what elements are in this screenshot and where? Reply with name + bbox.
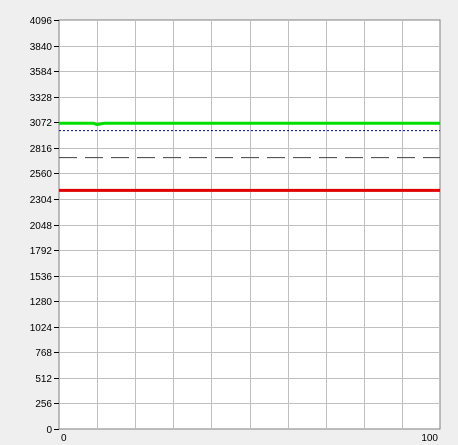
y-tick-label: 1280 (30, 297, 53, 308)
x-tick-label: 0 (61, 433, 67, 444)
tick-labels: 0 256 512 768 1024 1280 1536 1792 2048 2304 2560 28… (30, 16, 439, 444)
y-tick-label: 3840 (30, 42, 53, 53)
y-tick-label: 768 (35, 348, 52, 359)
x-tick-label: 100 (421, 433, 438, 444)
y-tick-label: 4096 (30, 16, 53, 27)
y-tick-label: 3072 (30, 118, 53, 129)
data-series (59, 121, 440, 192)
y-tick-label: 1536 (30, 272, 53, 283)
y-tick-label: 256 (35, 399, 52, 410)
y-tick-label: 0 (46, 425, 52, 436)
y-tick-label: 2304 (30, 195, 53, 206)
plot-area (58, 19, 441, 430)
series-line-1-solid (59, 121, 440, 127)
y-tick-label: 2816 (30, 144, 53, 155)
y-tick-label: 3584 (30, 67, 53, 78)
y-tick-label: 1792 (30, 246, 53, 257)
y-tick-label: 2048 (30, 221, 53, 232)
y-tick-label: 1024 (30, 323, 53, 334)
axis-ticks (54, 20, 59, 430)
y-tick-label: 3328 (30, 93, 53, 104)
y-tick-label: 2560 (30, 169, 53, 180)
y-tick-label: 512 (35, 374, 52, 385)
